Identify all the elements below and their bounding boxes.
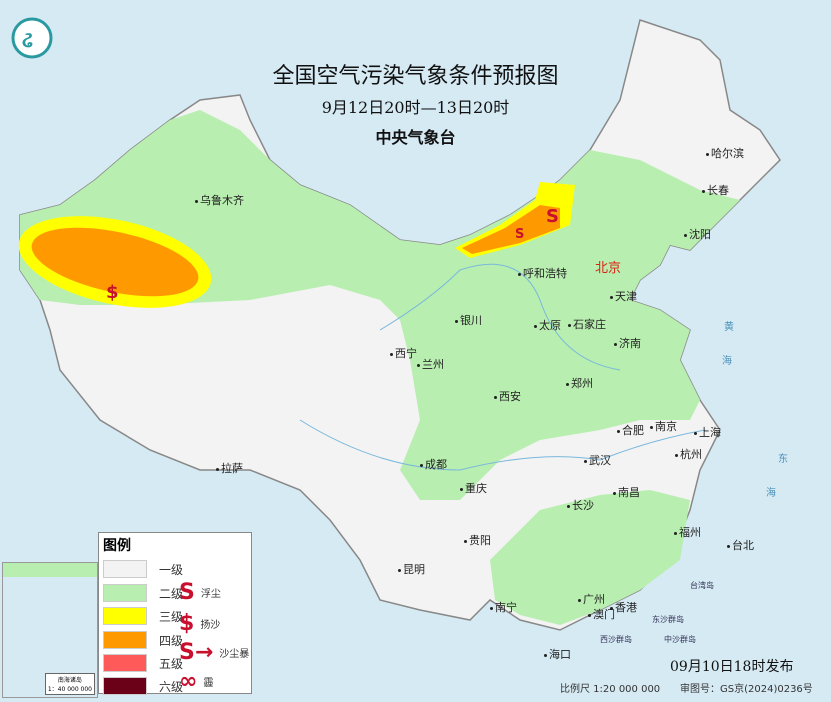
city-label: 哈尔滨 xyxy=(706,145,744,161)
swatch xyxy=(103,560,147,578)
south-china-sea-inset: 南海诸岛 1：40 000 000 xyxy=(2,562,98,698)
city-label: 长春 xyxy=(702,182,729,198)
legend-label: 一级 xyxy=(159,562,184,577)
legend-symbol: S 浮尘 xyxy=(179,580,221,605)
legend-label: 四级 xyxy=(159,633,184,648)
city-label: 杭州 xyxy=(675,446,702,462)
legend-label: 二级 xyxy=(159,586,184,601)
island-label: 东沙群岛 xyxy=(652,615,684,624)
city-label: 西安 xyxy=(494,388,521,404)
city-label: 兰州 xyxy=(417,356,444,372)
forecast-period: 9月12日20时—13日20时 xyxy=(321,98,510,117)
legend-symbol-label: 扬沙 xyxy=(200,620,221,631)
city-label: 太原 xyxy=(534,317,561,333)
logo-icon xyxy=(11,17,53,59)
issuer: 中央气象台 xyxy=(375,128,456,147)
island-label: 台湾岛 xyxy=(690,581,714,590)
legend-symbol: S→ 沙尘暴 xyxy=(179,640,249,665)
city-label: 西宁 xyxy=(390,345,417,361)
city-label: 台北 xyxy=(727,537,754,553)
issue-time: 09月10日18时发布 xyxy=(670,659,794,675)
city-label: 贵阳 xyxy=(464,532,491,548)
swatch xyxy=(103,677,147,695)
legend: 图例 一级 二级 三级 四级 五级 六级 S 浮尘 $ 扬沙 S→ 沙尘暴 ∞ 霾 xyxy=(98,532,252,695)
legend-symbol-label: 霾 xyxy=(203,678,214,689)
legend-level-1: 一级 xyxy=(103,560,183,578)
city-label: 合肥 xyxy=(617,422,644,438)
swatch xyxy=(103,631,147,649)
city-label: 南宁 xyxy=(490,599,517,615)
sea-label: 海 xyxy=(766,488,776,499)
city-label: 海口 xyxy=(544,646,571,662)
city-label: 郑州 xyxy=(566,375,593,391)
logo-glyph: ઢ xyxy=(22,28,33,53)
city-label: 长沙 xyxy=(567,497,594,513)
legend-symbol-label: 沙尘暴 xyxy=(219,649,250,660)
city-label: 广州 xyxy=(578,591,605,607)
swatch xyxy=(103,607,147,625)
island-label: 西沙群岛 xyxy=(600,635,632,644)
inset-caption: 南海诸岛 1：40 000 000 xyxy=(44,673,95,695)
legend-title: 图例 xyxy=(103,538,131,554)
city-label: 拉萨 xyxy=(216,460,243,476)
swatch xyxy=(103,584,147,602)
city-label: 石家庄 xyxy=(568,316,606,332)
city-label: 香港 xyxy=(610,599,637,615)
haze-icon: ∞ xyxy=(179,669,198,694)
inset-title: 南海诸岛 xyxy=(57,677,82,684)
legend-symbol: ∞ 霾 xyxy=(179,669,213,694)
legend-level-4: 四级 xyxy=(103,631,183,649)
city-label: 沈阳 xyxy=(684,226,711,242)
city-label: 济南 xyxy=(614,335,641,351)
city-label: 呼和浩特 xyxy=(518,265,567,281)
city-label: 昆明 xyxy=(398,561,425,577)
sea-label: 东 xyxy=(778,454,788,465)
legend-label: 五级 xyxy=(159,656,184,671)
legend-level-5: 五级 xyxy=(103,654,183,672)
sandstorm-icon: S→ xyxy=(179,640,214,665)
city-label: 武汉 xyxy=(584,452,611,468)
city-label: 南昌 xyxy=(613,484,640,500)
blowing-sand-marker: $ xyxy=(106,282,119,303)
level2-zone-south xyxy=(490,490,690,625)
city-label: 重庆 xyxy=(460,480,487,496)
legend-label: 六级 xyxy=(159,679,184,694)
blowing-sand-icon: $ xyxy=(179,611,195,636)
city-label: 银川 xyxy=(455,312,482,328)
sea-label: 黄 xyxy=(724,322,734,333)
island-label: 中沙群岛 xyxy=(664,635,696,644)
legend-level-3: 三级 xyxy=(103,607,183,625)
city-label: 天津 xyxy=(610,288,637,304)
inset-scale: 1：40 000 000 xyxy=(47,686,92,693)
floating-dust-marker: S xyxy=(546,206,559,227)
legend-symbol: $ 扬沙 xyxy=(179,611,220,636)
sea-label: 海 xyxy=(722,356,732,367)
level4-zone-innermongolia xyxy=(462,205,560,254)
level4-zone-xinjiang xyxy=(31,227,199,297)
city-label: 成都 xyxy=(420,456,447,472)
swatch xyxy=(103,654,147,672)
legend-level-2: 二级 xyxy=(103,584,183,602)
city-label: 南京 xyxy=(650,418,677,434)
yangtze-river xyxy=(299,419,706,471)
floating-dust-icon: S xyxy=(179,580,195,605)
city-label: 福州 xyxy=(674,524,701,540)
legend-symbol-label: 浮尘 xyxy=(200,589,221,600)
legend-level-6: 六级 xyxy=(103,677,183,695)
yellow-river xyxy=(379,263,621,371)
legend-label: 三级 xyxy=(159,609,184,624)
review-number: 审图号：GS京(2024)0236号 xyxy=(680,684,813,695)
map-scale: 比例尺 1:20 000 000 xyxy=(560,684,661,695)
city-label: 乌鲁木齐 xyxy=(195,192,244,208)
sandstorm-marker: S xyxy=(515,227,524,242)
city-label: 上海 xyxy=(694,424,721,440)
capital-label: 北京 xyxy=(595,261,622,276)
map-title: 全国空气污染气象条件预报图 xyxy=(272,64,559,89)
inset-land xyxy=(3,563,97,577)
